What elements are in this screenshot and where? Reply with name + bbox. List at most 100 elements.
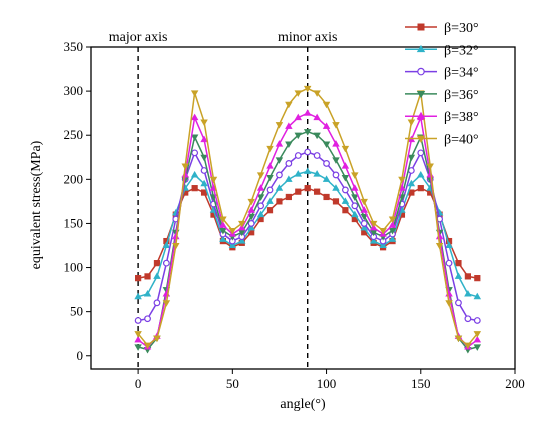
data-point [351,210,359,218]
data-point [134,335,142,343]
data-point [256,194,265,201]
data-point [417,67,425,76]
data-point [323,193,330,201]
data-point [455,299,462,307]
data-point [341,145,350,153]
y-tick-label: 50 [70,304,83,319]
data-point [473,317,481,324]
data-point [238,237,246,244]
data-point [172,232,180,240]
data-point [473,331,482,338]
y-tick-label: 150 [64,215,84,230]
data-point [388,235,397,242]
data-point [219,216,227,223]
data-point [464,273,471,280]
data-point [285,122,293,129]
legend-item: β=38° [405,110,479,125]
reference-label: major axis [109,30,168,45]
data-point [322,101,331,109]
data-point [407,179,416,187]
data-point [276,198,283,205]
data-point [294,152,302,159]
y-tick-label: 0 [77,348,84,363]
data-point [294,113,303,121]
data-point [322,122,331,129]
data-point [285,193,292,201]
data-point [256,172,265,179]
data-point [332,157,340,164]
data-point [351,172,359,179]
data-point [341,175,350,182]
data-point [313,170,321,177]
data-point [285,101,293,109]
data-point [474,275,481,282]
x-axis-title: angle(°) [280,397,326,412]
legend-item: β=40° [405,133,479,148]
data-point [314,188,321,195]
data-point [295,188,302,195]
data-point [134,331,142,338]
data-point [407,154,416,162]
data-point [134,344,142,351]
data-point [181,163,189,171]
data-point [200,154,208,162]
data-point [332,122,340,129]
data-point [473,335,482,343]
data-point [388,216,397,223]
data-point [435,242,444,250]
legend-item: β=30° [405,21,479,36]
data-point [417,149,425,157]
plot-frame [90,46,516,370]
legend-label: β=36° [444,88,479,103]
data-point [360,213,368,221]
data-point [275,140,284,147]
data-point [153,272,161,279]
data-point [275,122,284,129]
reference-label: minor axis [278,30,338,45]
x-tick-label: 200 [505,376,525,391]
data-point [228,241,237,249]
y-tick-label: 200 [64,171,84,186]
data-point [190,90,199,97]
data-point [398,176,406,184]
data-point [191,149,199,157]
data-point [417,23,425,31]
data-point [153,299,161,307]
legend: β=30° β=32° β=34° β=36° β=38° β=40° [405,21,479,148]
data-point [256,184,265,191]
y-tick-label: 350 [64,39,84,54]
data-point [473,292,482,300]
data-point [134,317,142,324]
data-point [445,259,453,267]
data-point [313,90,321,97]
data-point [303,85,312,93]
data-point [256,210,265,218]
data-point [351,202,359,210]
data-point [303,167,312,174]
data-point [351,184,359,191]
data-point [416,111,426,120]
data-point [266,145,274,153]
data-point [379,241,387,249]
data-point [360,223,368,231]
data-point [332,198,340,205]
x-tick-label: 0 [135,376,142,391]
data-point [464,290,472,297]
data-point [388,227,397,235]
data-point [332,140,340,147]
data-point [323,160,330,167]
data-point [266,175,274,182]
data-point [285,141,293,149]
data-point [294,90,303,97]
data-point [190,134,199,141]
data-point [304,185,311,192]
y-tick-label: 300 [64,83,84,98]
data-point [369,220,378,228]
data-point [332,171,340,179]
plot-area: 0 50 100 150 200 0 50 100 150 200 250 300 350 major a… [64,21,525,391]
data-point [266,186,274,194]
data-point [416,135,426,143]
data-point [294,132,303,140]
data-point [266,162,274,169]
